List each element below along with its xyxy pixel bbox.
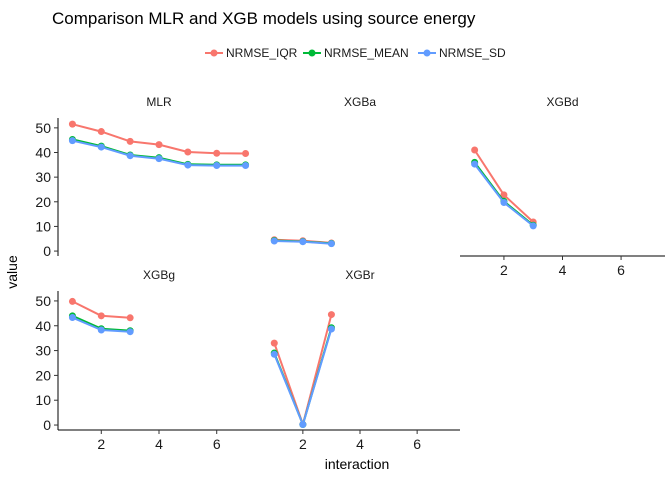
data-point-nrmse-iqr xyxy=(242,149,250,157)
data-point-nrmse-sd xyxy=(126,152,134,160)
data-point-nrmse-sd xyxy=(299,421,307,429)
x-tick-label: 2 xyxy=(299,436,307,452)
facet-label-xgbg: XGBg xyxy=(143,268,175,282)
y-tick-label: 40 xyxy=(35,145,51,161)
y-tick-label: 30 xyxy=(35,343,51,359)
data-point-nrmse-iqr xyxy=(213,149,221,157)
y-axis-label: value xyxy=(4,255,20,289)
x-tick-label: 6 xyxy=(617,262,625,278)
legend-key-point-nrmse-iqr xyxy=(210,49,218,57)
x-tick-label: 4 xyxy=(155,436,163,452)
y-tick-label: 10 xyxy=(35,218,51,234)
data-point-nrmse-sd xyxy=(529,222,537,230)
y-tick-label: 50 xyxy=(35,120,51,136)
series-line-nrmse-iqr xyxy=(473,149,534,223)
data-point-nrmse-iqr xyxy=(500,191,508,199)
data-point-nrmse-iqr xyxy=(126,314,134,322)
series-line-nrmse-iqr xyxy=(273,314,333,426)
data-point-nrmse-sd xyxy=(500,199,508,207)
x-tick-label: 6 xyxy=(413,436,421,452)
data-point-nrmse-sd xyxy=(97,326,105,334)
y-tick-label: 0 xyxy=(43,243,51,259)
data-point-nrmse-iqr xyxy=(68,120,76,128)
y-tick-label: 0 xyxy=(43,417,51,433)
panel-xgba: XGBa xyxy=(270,95,376,248)
x-tick-label: 4 xyxy=(559,262,567,278)
series-line-nrmse-sd xyxy=(273,328,333,426)
y-tick-label: 10 xyxy=(35,392,51,408)
data-point-nrmse-iqr xyxy=(126,137,134,145)
data-point-nrmse-sd xyxy=(126,328,134,336)
y-tick-label: 30 xyxy=(35,169,51,185)
legend-label-nrmse-sd: NRMSE_SD xyxy=(439,46,506,60)
facet-label-xgbr: XGBr xyxy=(345,268,374,282)
facet-label-mlr: MLR xyxy=(146,95,172,109)
data-point-nrmse-sd xyxy=(242,162,250,170)
data-point-nrmse-sd xyxy=(97,143,105,151)
data-point-nrmse-sd xyxy=(327,240,335,248)
x-tick-label: 6 xyxy=(213,436,221,452)
x-axis-label: interaction xyxy=(325,456,390,472)
data-point-nrmse-sd xyxy=(184,161,192,169)
data-point-nrmse-iqr xyxy=(97,128,105,136)
panel-xgbr: XGBr 2 4 6 xyxy=(260,268,460,452)
data-point-nrmse-sd xyxy=(68,314,76,322)
panel-mlr: MLR 0 10 20 30 40 50 xyxy=(35,95,250,259)
data-point-nrmse-iqr xyxy=(471,146,479,154)
data-point-nrmse-iqr xyxy=(184,148,192,156)
data-point-nrmse-sd xyxy=(68,137,76,145)
chart-title: Comparison MLR and XGB models using sour… xyxy=(52,9,476,28)
data-point-nrmse-iqr xyxy=(97,312,105,320)
y-tick-label: 40 xyxy=(35,318,51,334)
facet-panels: MLR 0 10 20 30 40 50 XGBa XGBd 2 4 6 XGBg 0 10 20 30 40 50… xyxy=(35,95,665,452)
x-tick-label: 4 xyxy=(356,436,364,452)
data-point-nrmse-sd xyxy=(213,162,221,170)
data-point-nrmse-sd xyxy=(471,160,479,168)
data-point-nrmse-sd xyxy=(327,325,335,333)
facet-label-xgbd: XGBd xyxy=(546,95,578,109)
data-point-nrmse-iqr xyxy=(155,141,163,149)
data-point-nrmse-sd xyxy=(270,237,278,245)
legend-key-point-nrmse-sd xyxy=(423,49,431,57)
legend: NRMSE_IQR NRMSE_MEAN NRMSE_SD xyxy=(205,46,506,60)
y-tick-label: 20 xyxy=(35,194,51,210)
legend-label-nrmse-iqr: NRMSE_IQR xyxy=(226,46,298,60)
data-point-nrmse-iqr xyxy=(68,297,76,305)
facet-label-xgba: XGBa xyxy=(344,95,376,109)
data-point-nrmse-sd xyxy=(155,155,163,163)
y-tick-label: 50 xyxy=(35,293,51,309)
data-point-nrmse-sd xyxy=(299,238,307,246)
data-point-nrmse-iqr xyxy=(270,339,278,347)
data-point-nrmse-sd xyxy=(270,350,278,358)
panel-xgbd: XGBd 2 4 6 xyxy=(460,95,665,278)
panel-xgbg: XGBg 0 10 20 30 40 50 2 4 6 xyxy=(35,268,260,452)
x-tick-label: 2 xyxy=(500,262,508,278)
series-line-nrmse-iqr xyxy=(72,123,246,155)
y-tick-label: 20 xyxy=(35,367,51,383)
legend-key-point-nrmse-mean xyxy=(308,49,316,57)
data-point-nrmse-iqr xyxy=(327,311,335,319)
legend-label-nrmse-mean: NRMSE_MEAN xyxy=(324,46,409,60)
x-tick-label: 2 xyxy=(97,436,105,452)
